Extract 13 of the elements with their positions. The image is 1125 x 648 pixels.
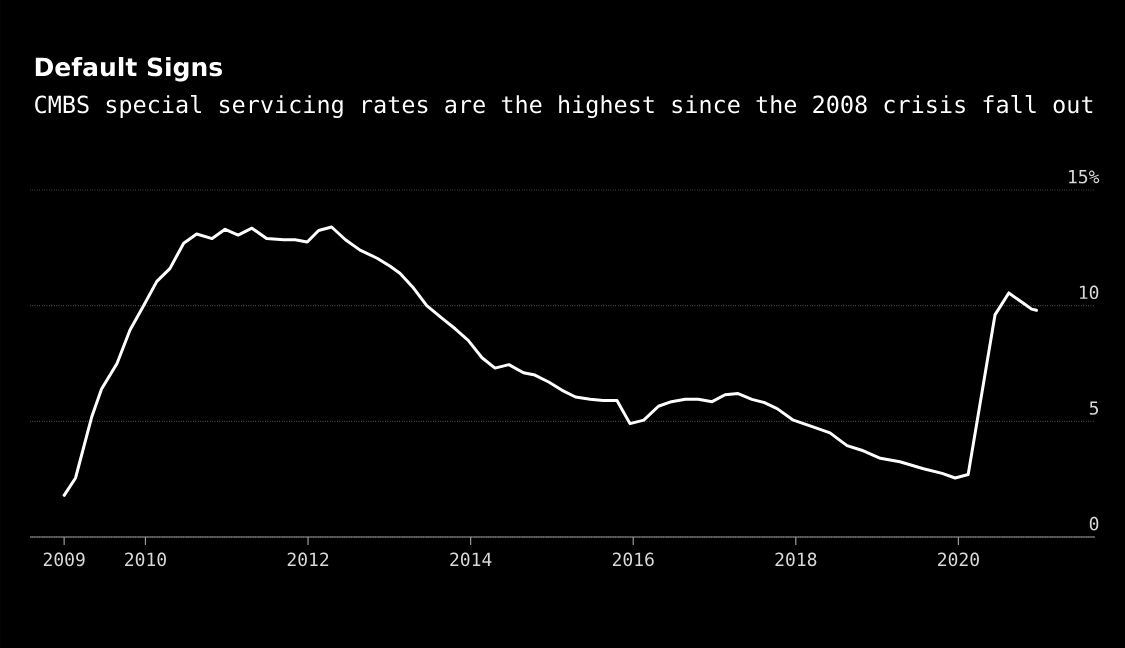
y-tick-label: 10: [1079, 285, 1099, 300]
y-tick-label: 5: [1089, 401, 1099, 415]
x-tick-label: 2016: [612, 552, 654, 567]
x-tick-label: 2018: [775, 552, 817, 567]
chart-title: Default Signs: [35, 57, 222, 82]
x-tick-label: 2010: [125, 552, 166, 567]
y-tick-label: 0: [1089, 516, 1099, 531]
x-tick-label: 2012: [287, 552, 329, 567]
x-tick-label: 2014: [450, 552, 492, 567]
y-tick-label: 15%: [1069, 170, 1100, 184]
x-tick-label: 2020: [938, 552, 979, 567]
chart-subtitle: CMBS special servicing rates are the highest since the 2008 crisis fall out: [35, 95, 1093, 119]
x-tick-label: 2009: [43, 552, 85, 567]
